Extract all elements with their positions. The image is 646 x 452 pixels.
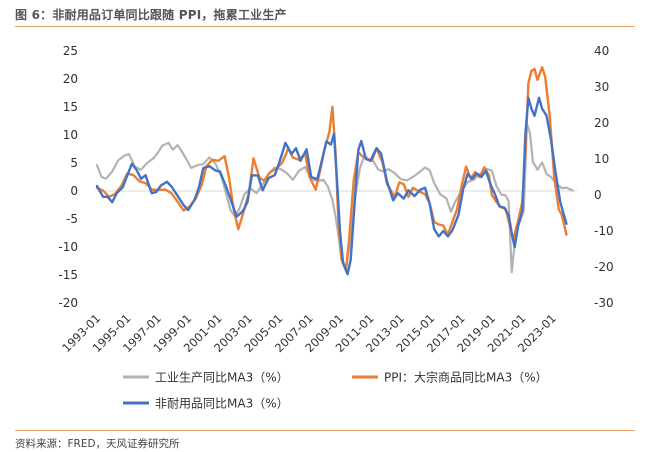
right-axis-tick: 40 (594, 44, 609, 58)
right-axis-tick: 10 (594, 152, 609, 166)
legend-label-1: 工业生产同比MA3（%） (155, 371, 289, 385)
footer-rule (15, 430, 635, 431)
source-note: 资料来源：FRED，天风证券研究所 (15, 438, 180, 450)
left-axis-tick: 10 (63, 128, 78, 142)
left-axis-tick: 15 (63, 100, 78, 114)
line-chart: 25 20 15 10 5 0 -5 -10 -15 -20 40 30 20 10 0 -10 -20 -30… (58, 44, 614, 411)
right-axis-tick: -30 (594, 296, 614, 310)
series-line-3 (95, 96, 568, 276)
left-axis-tick: -15 (58, 268, 78, 282)
left-axis-tick: 25 (63, 44, 78, 58)
left-axis-tick: 20 (63, 72, 78, 86)
right-axis-tick: 0 (594, 188, 602, 202)
legend-label-2: PPI：大宗商品同比MA3（%） (384, 370, 548, 385)
series-line-2 (95, 66, 568, 270)
right-axis-tick: 30 (594, 80, 609, 94)
left-axis-tick: -5 (66, 212, 78, 226)
right-axis-tick: 20 (594, 116, 609, 130)
figure-title: 图 6：非耐用品订单同比跟随 PPI，拖累工业生产 (15, 8, 287, 22)
left-axis-tick: 5 (70, 156, 78, 170)
right-axis-tick: -20 (594, 260, 614, 274)
title-rule (15, 26, 635, 27)
legend-label-3: 非耐用品同比MA3（%） (155, 397, 289, 411)
right-axis-tick: -10 (594, 224, 614, 238)
left-axis-tick: -20 (58, 296, 78, 310)
left-axis-tick: 0 (70, 184, 78, 198)
left-axis-tick: -10 (58, 240, 78, 254)
